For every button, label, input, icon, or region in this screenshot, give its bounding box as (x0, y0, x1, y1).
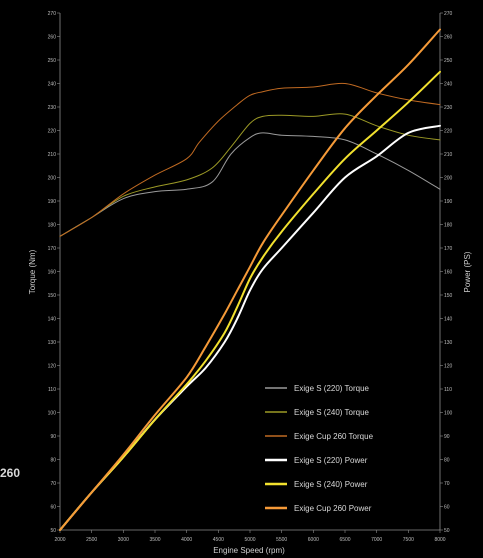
right-tick-label: 250 (444, 58, 453, 64)
side-label: 260 (0, 466, 21, 480)
left-tick-label: 100 (48, 410, 57, 416)
right-tick-label: 70 (444, 481, 450, 487)
right-tick-label: 120 (444, 363, 453, 369)
x-tick-label: 5000 (244, 537, 255, 543)
left-tick-label: 170 (48, 246, 57, 252)
right-tick-label: 170 (444, 246, 453, 252)
x-tick-label: 3500 (149, 537, 160, 543)
series-line-exige-s-240-power (59, 70, 441, 531)
left-tick-label: 80 (50, 457, 56, 463)
x-tick-label: 8000 (434, 537, 445, 543)
legend-label: Exige S (220) Torque (294, 384, 370, 393)
series-line-exige-s-220-power (59, 124, 441, 531)
series-line-exige-s-240-torque (59, 113, 441, 237)
left-tick-label: 60 (50, 504, 56, 510)
left-tick-label: 210 (48, 152, 57, 158)
right-tick-label: 190 (444, 199, 453, 205)
left-tick-label: 150 (48, 293, 57, 299)
right-tick-label: 50 (444, 528, 450, 534)
left-tick-label: 110 (48, 387, 56, 393)
left-tick-label: 200 (48, 175, 57, 181)
right-tick-label: 260 (444, 34, 453, 40)
right-tick-label: 150 (444, 293, 453, 299)
legend-label: Exige S (240) Power (294, 480, 368, 489)
left-axis-title: Torque (Nm) (28, 249, 37, 294)
right-tick-label: 100 (444, 410, 453, 416)
x-tick-label: 7000 (371, 537, 382, 543)
x-axis-title: Engine Speed (rpm) (213, 546, 285, 555)
left-tick-label: 260 (48, 34, 57, 40)
legend: Exige S (220) Torque Exige S (240) Torque… (265, 384, 374, 513)
left-tick-label: 190 (48, 199, 57, 205)
left-tick-label: 130 (48, 340, 57, 346)
legend-label: Exige S (220) Power (294, 456, 368, 465)
right-tick-label: 270 (444, 11, 453, 17)
x-tick-label: 6000 (308, 537, 319, 543)
left-tick-label: 220 (48, 128, 57, 134)
legend-label: Exige S (240) Torque (294, 408, 370, 417)
right-tick-label: 240 (444, 81, 453, 87)
left-tick-label: 50 (50, 528, 56, 534)
left-tick-label: 140 (48, 316, 57, 322)
legend-label: Exige Cup 260 Torque (294, 432, 374, 441)
x-tick-label: 2000 (54, 537, 65, 543)
left-tick-label: 270 (48, 11, 57, 17)
legend-label: Exige Cup 260 Power (294, 504, 372, 513)
left-tick-label: 180 (48, 222, 57, 228)
left-tick-label: 250 (48, 58, 57, 64)
right-tick-label: 160 (444, 269, 453, 275)
series-line-exige-cup-260-torque (59, 82, 441, 237)
x-tick-label: 4000 (181, 537, 192, 543)
left-tick-label: 230 (48, 105, 57, 111)
right-tick-label: 200 (444, 175, 453, 181)
right-tick-label: 110 (444, 387, 452, 393)
x-tick-label: 3000 (118, 537, 129, 543)
x-tick-label: 6500 (339, 537, 350, 543)
right-tick-label: 80 (444, 457, 450, 463)
left-tick-label: 90 (50, 434, 56, 440)
series-line-exige-cup-260-power (59, 28, 441, 531)
left-tick-label: 120 (48, 363, 57, 369)
right-tick-label: 180 (444, 222, 453, 228)
right-axis-title: Power (PS) (463, 251, 472, 292)
right-tick-label: 230 (444, 105, 453, 111)
left-tick-label: 240 (48, 81, 57, 87)
right-tick-label: 60 (444, 504, 450, 510)
right-tick-label: 140 (444, 316, 453, 322)
x-tick-label: 7500 (403, 537, 414, 543)
left-tick-label: 70 (50, 481, 56, 487)
series-line-exige-s-220-torque (59, 132, 441, 237)
axes-group: 50 50 60 60 70 70 80 80 90 90 100 100 110 110 120 120 13… (48, 11, 453, 543)
right-tick-label: 130 (444, 340, 453, 346)
series-group (59, 28, 441, 531)
right-tick-label: 210 (444, 152, 453, 158)
x-tick-label: 4500 (213, 537, 224, 543)
x-tick-label: 5500 (276, 537, 287, 543)
right-tick-label: 90 (444, 434, 450, 440)
x-tick-label: 2500 (86, 537, 97, 543)
left-tick-label: 160 (48, 269, 57, 275)
right-tick-label: 220 (444, 128, 453, 134)
